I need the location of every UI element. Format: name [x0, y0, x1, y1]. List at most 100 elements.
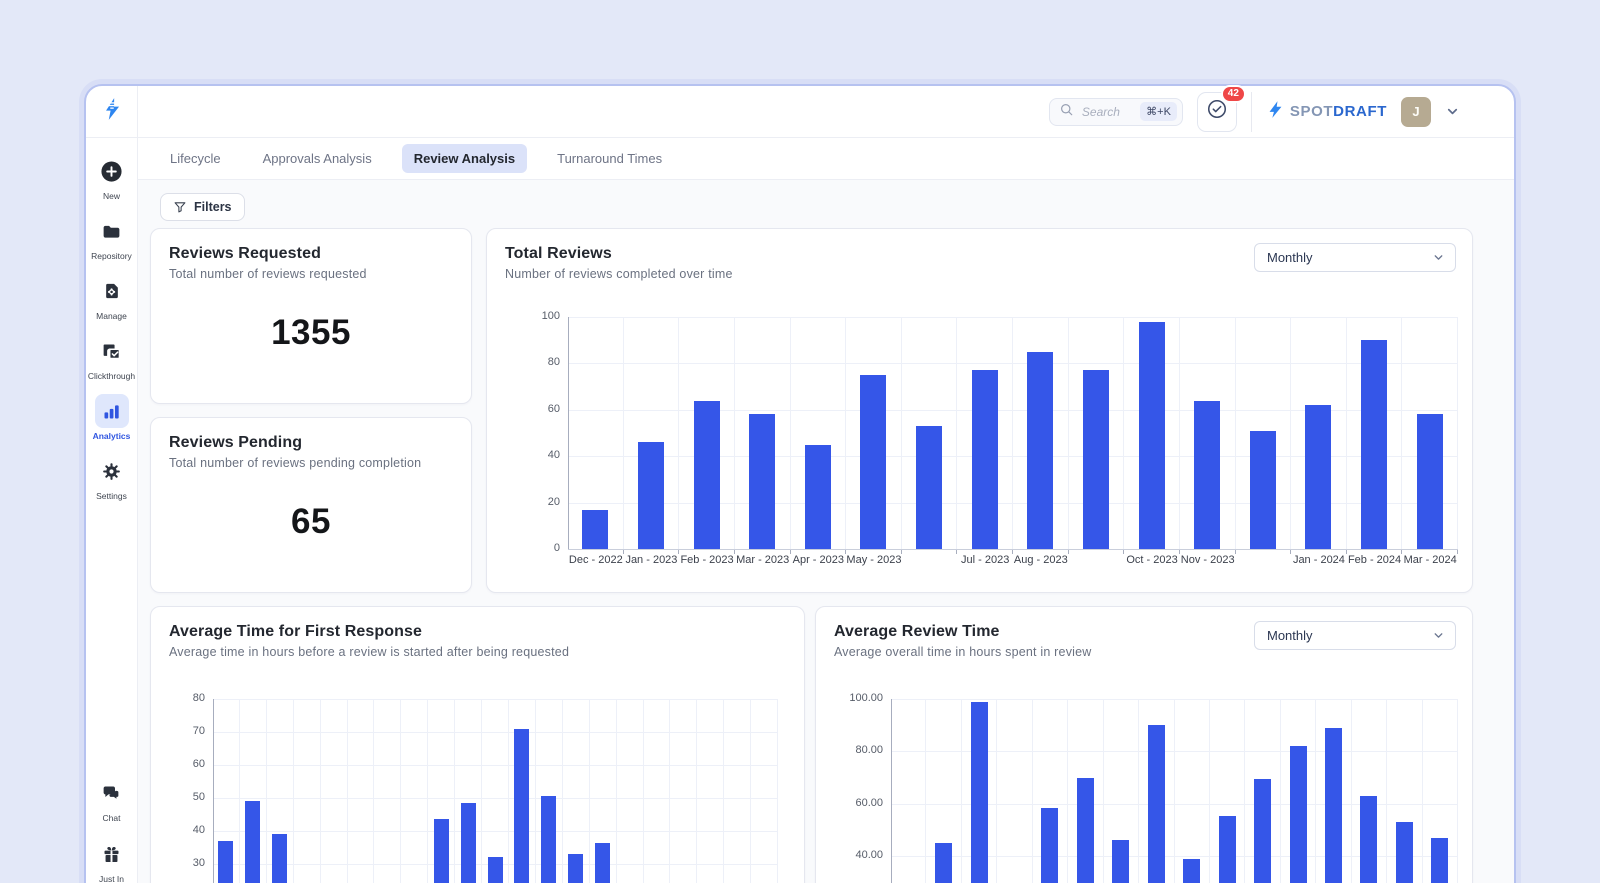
desktop-background: ⌘+K 42 SPOTDRAFT J: [0, 0, 1600, 883]
filters-button[interactable]: Filters: [160, 193, 245, 221]
account-chevron-down-icon[interactable]: [1445, 104, 1460, 119]
x-axis-tick-label: [1069, 554, 1125, 566]
bar[interactable]: [1139, 322, 1165, 549]
bar[interactable]: [694, 401, 720, 549]
chart-cell: [536, 699, 563, 883]
sidebar-item-chat[interactable]: Chat: [87, 776, 137, 823]
gear-icon: [95, 454, 129, 488]
user-avatar[interactable]: J: [1401, 97, 1431, 127]
bar[interactable]: [582, 510, 608, 549]
bar[interactable]: [1361, 340, 1387, 549]
bar[interactable]: [1325, 728, 1342, 883]
bar[interactable]: [1431, 838, 1448, 883]
bar[interactable]: [1027, 352, 1053, 549]
brand-spot-text: SPOT: [1290, 103, 1333, 120]
chart-cell: [1069, 317, 1125, 549]
chat-bubbles-icon: [95, 776, 129, 810]
chart-cell: [1402, 317, 1458, 549]
bar[interactable]: [1250, 431, 1276, 549]
x-axis-tick-label: Mar - 2023: [735, 554, 791, 566]
y-axis-tick-label: 60: [506, 403, 560, 415]
bar[interactable]: [935, 843, 952, 883]
chart-cell: [321, 699, 348, 883]
folder-icon: [95, 214, 129, 248]
reviews-pending-value: 65: [151, 502, 471, 542]
chart-cell: [891, 699, 926, 883]
chart-cell: [374, 699, 401, 883]
bar[interactable]: [434, 819, 449, 883]
x-axis-tick-label: Jan - 2024: [1291, 554, 1347, 566]
sidebar-item-analytics[interactable]: Analytics: [87, 394, 137, 441]
bar[interactable]: [805, 445, 831, 549]
tasks-button[interactable]: 42: [1197, 92, 1237, 132]
bar[interactable]: [971, 702, 988, 883]
sidebar-item-just-in[interactable]: Just In: [87, 837, 137, 883]
bar[interactable]: [1194, 401, 1220, 549]
x-axis-tick-label: Jan - 2023: [624, 554, 680, 566]
bar[interactable]: [1417, 414, 1443, 549]
bar[interactable]: [1041, 808, 1058, 883]
bar[interactable]: [1254, 779, 1271, 883]
bar[interactable]: [972, 370, 998, 549]
bar[interactable]: [1183, 859, 1200, 883]
bar[interactable]: [1148, 725, 1165, 883]
bar[interactable]: [1396, 822, 1413, 883]
sidebar-item-manage[interactable]: Manage: [87, 274, 137, 321]
bar[interactable]: [461, 803, 476, 883]
bar[interactable]: [1083, 370, 1109, 549]
chart-cell: [240, 699, 267, 883]
total-reviews-chart: 100806040200Dec - 2022Jan - 2023Feb - 20…: [568, 317, 1458, 549]
period-select[interactable]: Monthly: [1254, 621, 1456, 650]
y-axis-tick-label: 50: [151, 791, 205, 803]
chart-cell: [1291, 317, 1347, 549]
bar[interactable]: [1219, 816, 1236, 883]
chart-cell: [482, 699, 509, 883]
bar[interactable]: [488, 857, 503, 883]
bar[interactable]: [638, 442, 664, 549]
card-subtitle: Average time in hours before a review is…: [169, 645, 786, 659]
chart-cell: [401, 699, 428, 883]
sidebar-item-settings[interactable]: Settings: [87, 454, 137, 501]
bar[interactable]: [218, 841, 233, 883]
bar[interactable]: [1077, 778, 1094, 883]
bar[interactable]: [1112, 840, 1129, 883]
sidebar-label: Clickthrough: [88, 371, 135, 381]
bar[interactable]: [916, 426, 942, 549]
search-box[interactable]: ⌘+K: [1049, 98, 1183, 126]
bar[interactable]: [749, 414, 775, 549]
period-select-value: Monthly: [1267, 628, 1313, 643]
bar[interactable]: [514, 729, 529, 883]
tab-approvals-analysis[interactable]: Approvals Analysis: [251, 144, 384, 173]
tab-turnaround-times[interactable]: Turnaround Times: [545, 144, 674, 173]
search-shortcut-badge: ⌘+K: [1140, 102, 1177, 121]
x-axis-tick-label: Jul - 2023: [957, 554, 1013, 566]
search-input[interactable]: [1080, 104, 1134, 120]
sidebar-item-clickthrough[interactable]: Clickthrough: [87, 334, 137, 381]
gift-icon: [95, 837, 129, 871]
chart-cell: [1316, 699, 1351, 883]
bar[interactable]: [860, 375, 886, 549]
sidebar-item-repository[interactable]: Repository: [87, 214, 137, 261]
chart-cell: [697, 699, 724, 883]
clickthrough-check-icon: [95, 334, 129, 368]
bar[interactable]: [272, 834, 287, 883]
chart-cell: [679, 317, 735, 549]
bar[interactable]: [541, 796, 556, 883]
bar[interactable]: [568, 854, 583, 883]
x-axis-tick-label: Oct - 2023: [1124, 554, 1180, 566]
funnel-icon: [173, 200, 187, 214]
bar[interactable]: [1305, 405, 1331, 549]
chart-cell: [213, 699, 240, 883]
sidebar-item-new[interactable]: New: [87, 154, 137, 201]
card-title: Reviews Requested: [169, 245, 453, 263]
chart-cell: [1236, 317, 1292, 549]
bar[interactable]: [245, 801, 260, 883]
period-select[interactable]: Monthly: [1254, 243, 1456, 272]
tab-lifecycle[interactable]: Lifecycle: [158, 144, 233, 173]
bar[interactable]: [1290, 746, 1307, 883]
bar[interactable]: [595, 843, 610, 883]
spotdraft-logo-tile[interactable]: [86, 86, 138, 138]
chart-cell: [751, 699, 778, 883]
tab-review-analysis[interactable]: Review Analysis: [402, 144, 527, 173]
bar[interactable]: [1360, 796, 1377, 883]
